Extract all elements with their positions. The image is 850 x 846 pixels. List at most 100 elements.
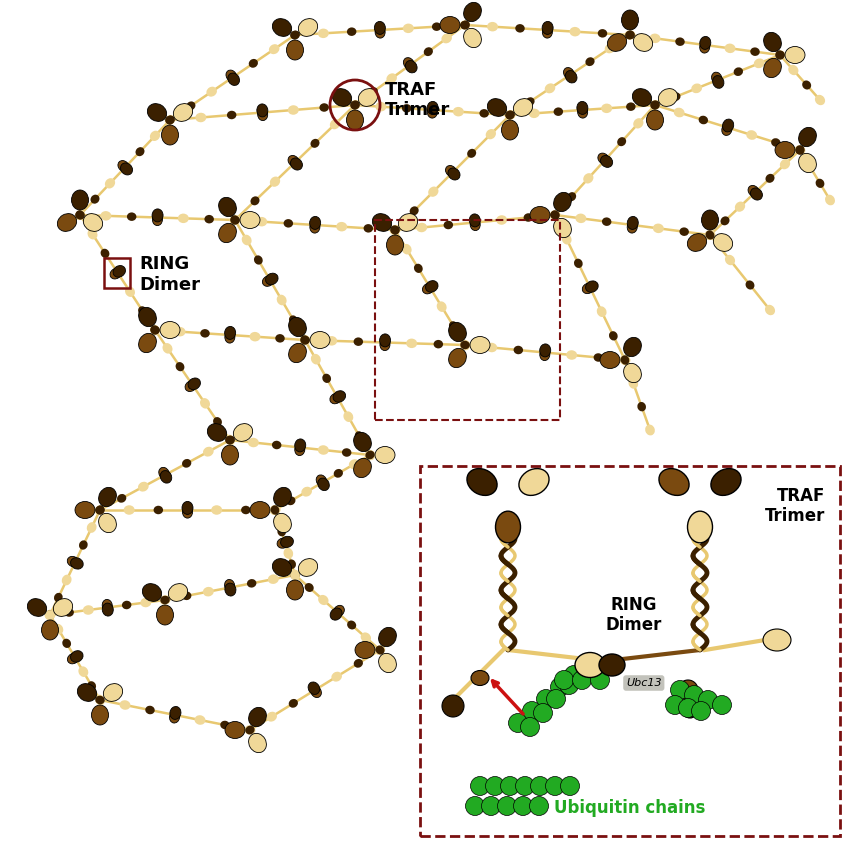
Ellipse shape [399, 213, 417, 232]
Ellipse shape [102, 600, 112, 612]
Ellipse shape [722, 124, 732, 135]
Ellipse shape [332, 607, 343, 618]
Ellipse shape [204, 215, 214, 223]
Ellipse shape [428, 186, 439, 197]
Ellipse shape [372, 213, 392, 232]
Ellipse shape [355, 641, 375, 658]
Ellipse shape [426, 283, 434, 292]
Ellipse shape [254, 255, 263, 265]
Ellipse shape [274, 487, 292, 507]
Ellipse shape [140, 598, 151, 607]
Ellipse shape [54, 599, 72, 617]
Ellipse shape [250, 502, 270, 519]
Ellipse shape [460, 341, 470, 349]
Ellipse shape [169, 711, 180, 720]
Circle shape [534, 704, 552, 722]
Ellipse shape [347, 620, 356, 629]
Ellipse shape [771, 138, 780, 147]
Ellipse shape [601, 103, 612, 113]
Ellipse shape [763, 58, 781, 78]
Ellipse shape [449, 322, 467, 342]
Ellipse shape [174, 327, 185, 337]
Ellipse shape [27, 599, 47, 617]
Ellipse shape [186, 102, 196, 110]
Ellipse shape [448, 168, 457, 177]
Ellipse shape [389, 225, 400, 234]
Ellipse shape [280, 537, 290, 548]
Ellipse shape [44, 610, 55, 620]
Ellipse shape [162, 125, 178, 145]
Ellipse shape [218, 223, 236, 243]
Ellipse shape [775, 51, 785, 59]
Ellipse shape [553, 218, 571, 238]
Ellipse shape [414, 264, 422, 273]
Ellipse shape [441, 33, 452, 43]
Ellipse shape [263, 276, 274, 286]
Ellipse shape [228, 73, 237, 82]
Ellipse shape [165, 116, 175, 124]
Ellipse shape [553, 192, 571, 212]
Ellipse shape [542, 25, 553, 35]
Ellipse shape [722, 119, 734, 132]
Ellipse shape [248, 437, 259, 448]
Ellipse shape [298, 558, 318, 576]
Ellipse shape [583, 173, 593, 184]
Ellipse shape [266, 711, 277, 722]
Ellipse shape [553, 107, 563, 116]
Ellipse shape [763, 629, 791, 651]
Ellipse shape [228, 73, 240, 85]
Ellipse shape [225, 435, 235, 445]
Ellipse shape [369, 87, 378, 96]
Ellipse shape [627, 217, 638, 229]
Ellipse shape [294, 442, 305, 453]
Ellipse shape [390, 226, 400, 234]
Ellipse shape [65, 608, 74, 617]
Ellipse shape [799, 128, 816, 146]
Ellipse shape [699, 116, 708, 124]
Ellipse shape [734, 68, 743, 76]
Ellipse shape [203, 447, 213, 457]
Ellipse shape [816, 179, 824, 188]
Ellipse shape [542, 26, 552, 38]
Ellipse shape [82, 605, 94, 615]
Ellipse shape [162, 343, 173, 354]
Circle shape [682, 702, 698, 718]
Ellipse shape [406, 338, 417, 348]
Ellipse shape [403, 24, 414, 33]
Ellipse shape [775, 51, 785, 59]
Ellipse shape [230, 215, 241, 225]
Ellipse shape [104, 684, 122, 701]
Ellipse shape [298, 19, 318, 36]
Ellipse shape [92, 705, 109, 725]
Ellipse shape [343, 411, 354, 422]
Ellipse shape [295, 439, 306, 452]
Ellipse shape [45, 610, 55, 620]
Circle shape [546, 777, 564, 795]
Ellipse shape [207, 424, 227, 442]
Circle shape [551, 678, 570, 696]
Ellipse shape [350, 101, 360, 109]
Ellipse shape [799, 153, 816, 173]
Ellipse shape [170, 711, 179, 719]
Ellipse shape [600, 351, 620, 369]
Ellipse shape [240, 212, 260, 228]
Ellipse shape [479, 109, 489, 118]
Ellipse shape [626, 30, 635, 40]
Ellipse shape [529, 108, 540, 118]
Ellipse shape [775, 141, 795, 158]
Ellipse shape [379, 338, 390, 347]
Ellipse shape [150, 326, 160, 335]
Ellipse shape [713, 75, 722, 85]
Ellipse shape [265, 273, 278, 285]
Ellipse shape [152, 213, 162, 226]
Ellipse shape [300, 335, 310, 345]
Ellipse shape [448, 168, 460, 180]
Ellipse shape [161, 596, 170, 604]
Circle shape [671, 680, 689, 700]
Ellipse shape [565, 70, 575, 80]
Ellipse shape [486, 343, 497, 352]
Ellipse shape [354, 459, 371, 478]
Ellipse shape [530, 206, 550, 223]
Ellipse shape [513, 346, 523, 354]
Ellipse shape [290, 570, 300, 580]
